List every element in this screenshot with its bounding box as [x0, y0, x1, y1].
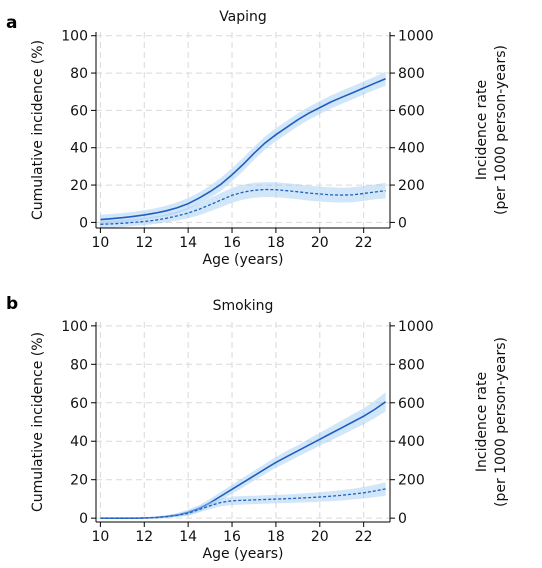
x-tick-label: 10	[91, 529, 109, 545]
y-tick-label-left: 100	[61, 319, 88, 335]
y-tick-label-right: 200	[398, 178, 425, 194]
x-tick-label: 12	[135, 529, 153, 545]
y-axis-label-left: Cumulative incidence (%)	[30, 40, 46, 220]
x-tick-label: 18	[267, 529, 285, 545]
incidence-rate-line	[100, 488, 386, 519]
x-axis-label: Age (years)	[203, 252, 284, 268]
y-tick-label-right: 400	[398, 141, 425, 157]
y-tick-label-left: 80	[70, 357, 88, 373]
panel-label: a	[6, 13, 17, 33]
y-tick-label-right: 800	[398, 66, 425, 82]
cumulative-incidence-line	[100, 77, 386, 221]
incidence-rate-line	[100, 188, 386, 225]
y-tick-label-left: 40	[70, 141, 88, 157]
y-axis-label-right-line2: (per 1000 person-years)	[493, 45, 509, 215]
x-tick-label: 18	[267, 235, 285, 251]
y-axis-label-right-line1: Incidence rate	[474, 80, 490, 180]
y-tick-label-right: 200	[398, 473, 425, 489]
x-tick-label: 22	[355, 529, 373, 545]
y-tick-label-left: 20	[70, 178, 88, 194]
y-tick-label-left: 0	[79, 215, 88, 231]
panel-title: Vaping	[219, 9, 267, 25]
y-tick-label-left: 60	[70, 396, 88, 412]
x-tick-label: 20	[311, 235, 329, 251]
x-tick-label: 16	[223, 529, 241, 545]
y-axis-label-right-line2: (per 1000 person-years)	[493, 337, 509, 507]
y-tick-label-left: 60	[70, 103, 88, 119]
y-tick-label-left: 20	[70, 473, 88, 489]
y-tick-label-left: 80	[70, 66, 88, 82]
x-tick-label: 22	[355, 235, 373, 251]
ci-band-rate	[100, 482, 386, 519]
y-tick-label-left: 40	[70, 434, 88, 450]
y-tick-label-right: 600	[398, 103, 425, 119]
x-tick-label: 20	[311, 529, 329, 545]
x-tick-label: 16	[223, 235, 241, 251]
y-tick-label-right: 800	[398, 357, 425, 373]
y-tick-label-right: 400	[398, 434, 425, 450]
panel-title: Smoking	[213, 298, 274, 314]
y-axis-label-right-line1: Incidence rate	[474, 372, 490, 472]
y-tick-label-right: 1000	[398, 319, 434, 335]
x-tick-label: 14	[179, 235, 197, 251]
x-axis-label: Age (years)	[203, 546, 284, 562]
x-tick-label: 14	[179, 529, 197, 545]
y-tick-label-right: 600	[398, 396, 425, 412]
y-tick-label-right: 1000	[398, 29, 434, 45]
y-axis-label-left: Cumulative incidence (%)	[30, 332, 46, 512]
y-tick-label-right: 0	[398, 511, 407, 527]
y-tick-label-left: 0	[79, 511, 88, 527]
x-tick-label: 12	[135, 235, 153, 251]
x-tick-label: 10	[91, 235, 109, 251]
y-tick-label-right: 0	[398, 215, 407, 231]
panel-label: b	[6, 294, 18, 314]
y-tick-label-left: 100	[61, 29, 88, 45]
